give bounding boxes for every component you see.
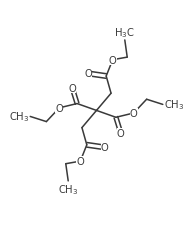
Text: CH$_3$: CH$_3$ xyxy=(58,182,79,196)
Text: CH$_3$: CH$_3$ xyxy=(9,110,29,124)
Text: O: O xyxy=(68,84,76,94)
Text: O: O xyxy=(76,156,84,166)
Text: O: O xyxy=(85,69,92,79)
Text: CH$_3$: CH$_3$ xyxy=(164,98,184,112)
Text: O: O xyxy=(55,103,63,113)
Text: O: O xyxy=(130,109,138,119)
Text: O: O xyxy=(101,143,108,153)
Text: H$_3$C: H$_3$C xyxy=(114,26,135,40)
Text: O: O xyxy=(117,128,125,138)
Text: O: O xyxy=(109,55,117,65)
